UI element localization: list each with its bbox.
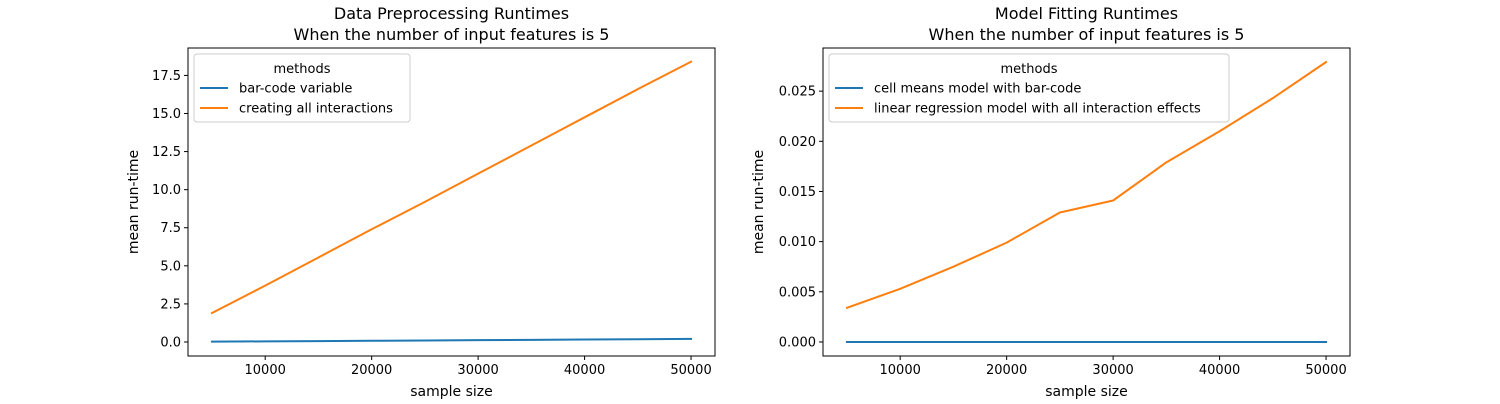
y-tick-label: 17.5	[152, 69, 181, 84]
x-tick-label: 30000	[457, 363, 498, 378]
x-tick-label: 40000	[564, 363, 605, 378]
y-tick-label: 10.0	[152, 183, 181, 198]
legend-box	[193, 53, 411, 123]
y-tick-label: 15.0	[152, 107, 181, 122]
x-tick-label: 50000	[670, 363, 711, 378]
legend-label-1: linear regression model with all interac…	[874, 102, 1201, 117]
chart-panel-1: Model Fitting Runtimes When the number of…	[751, 4, 1351, 400]
series-line-0	[210, 337, 693, 343]
y-tick-label: 0.010	[779, 235, 816, 250]
y-tick-label: 0.005	[779, 285, 816, 300]
chart-panel-0: Data Preprocessing Runtimes When the numb…	[126, 4, 716, 400]
plot-frame	[822, 47, 1351, 357]
chart-title: Model Fitting Runtimes	[995, 4, 1178, 23]
x-tick-label: 30000	[1092, 363, 1133, 378]
legend: methods cell means model with bar-code lin…	[828, 53, 1230, 123]
y-tick-label: 2.5	[160, 297, 181, 312]
y-tick-label: 0.015	[779, 185, 816, 200]
y-axis-label: mean run-time	[126, 150, 142, 254]
y-tick-label: 0.000	[779, 335, 816, 350]
x-tick-label: 10000	[880, 363, 921, 378]
legend: methods bar-code variable creating all int…	[193, 53, 411, 123]
legend-title: methods	[274, 62, 331, 77]
chart-title: Data Preprocessing Runtimes	[334, 4, 569, 23]
y-axis-label: mean run-time	[751, 150, 767, 254]
x-tick-label: 40000	[1199, 363, 1240, 378]
y-tick-label: 12.5	[152, 145, 181, 160]
x-tick-label: 20000	[986, 363, 1027, 378]
y-tick-label: 5.0	[160, 259, 181, 274]
x-tick-label: 20000	[351, 363, 392, 378]
y-tick-label: 0.020	[779, 135, 816, 150]
x-axis-label: sample size	[410, 384, 493, 400]
y-tick-label: 0.025	[779, 85, 816, 100]
legend-box	[828, 53, 1230, 123]
legend-label-1: creating all interactions	[239, 102, 393, 117]
y-tick-label: 7.5	[160, 221, 181, 236]
legend-title: methods	[1001, 62, 1058, 77]
legend-label-0: bar-code variable	[239, 82, 352, 97]
series-line-1	[845, 60, 1328, 310]
chart-subtitle: When the number of input features is 5	[294, 25, 610, 44]
x-tick-label: 10000	[245, 363, 286, 378]
chart-subtitle: When the number of input features is 5	[929, 25, 1245, 44]
y-tick-label: 0.0	[160, 335, 181, 350]
legend-label-0: cell means model with bar-code	[874, 82, 1081, 97]
x-axis-label: sample size	[1045, 384, 1128, 400]
series-line-1	[210, 60, 693, 315]
x-tick-label: 50000	[1305, 363, 1346, 378]
plot-frame	[187, 47, 716, 357]
